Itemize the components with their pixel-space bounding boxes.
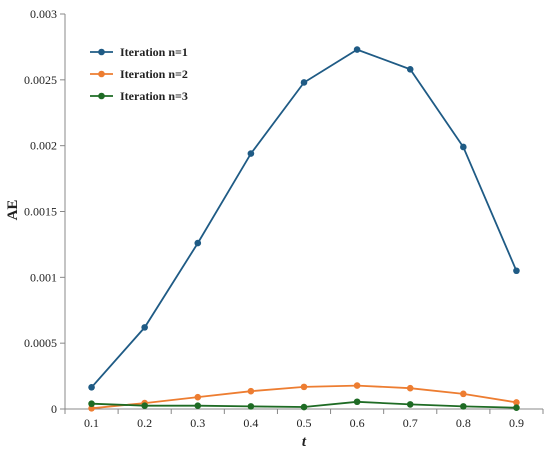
x-tick-label: 0.6 (350, 416, 365, 430)
axes: 0 0.0005 0.001 0.0015 0.002 0.0025 0.003 0.1 0.2… (24, 7, 544, 430)
y-tick-label: 0.0025 (24, 73, 57, 87)
y-axis-label: AE (5, 200, 21, 221)
x-tick-label: 0.7 (403, 416, 418, 430)
legend-label: Iteration n=3 (120, 89, 188, 103)
series-3 (88, 398, 520, 411)
data-point (141, 324, 148, 331)
legend-marker (98, 48, 105, 56)
x-tick-label: 0.9 (509, 416, 524, 430)
x-tick-label: 0.2 (137, 416, 152, 430)
x-axis-label: t (302, 434, 307, 450)
legend-entry-3: Iteration n=3 (90, 89, 188, 103)
data-point (194, 393, 202, 401)
x-tick-label: 0.8 (456, 416, 471, 430)
data-point (88, 383, 95, 391)
data-point (300, 79, 308, 86)
data-point (460, 403, 467, 410)
x-tick-label: 0.5 (297, 416, 312, 430)
data-point (460, 143, 467, 151)
data-point (88, 405, 95, 412)
data-point (300, 383, 308, 391)
data-point (353, 46, 361, 53)
y-tick-label: 0.0005 (24, 336, 57, 350)
series-1 (88, 46, 520, 391)
data-point (141, 402, 148, 410)
y-tick-label: 0.0015 (24, 205, 57, 219)
data-point (513, 404, 520, 411)
data-point (88, 400, 95, 408)
legend-entry-1: Iteration n=1 (90, 45, 188, 59)
x-tick-label: 0.1 (84, 416, 99, 430)
data-point (194, 402, 202, 410)
data-point (247, 150, 255, 157)
data-point (513, 399, 520, 406)
legend-label: Iteration n=2 (120, 67, 188, 81)
y-tick-label: 0.002 (30, 139, 57, 153)
legend: Iteration n=1 Iteration n=2 Iteration n=3 (90, 45, 188, 103)
legend-label: Iteration n=1 (120, 45, 188, 59)
legend-entry-2: Iteration n=2 (90, 67, 188, 81)
data-point (194, 239, 202, 247)
legend-marker (98, 70, 105, 78)
data-point (460, 390, 467, 398)
data-point (353, 398, 361, 406)
y-tick-label: 0.001 (30, 270, 57, 284)
data-point (247, 403, 255, 410)
data-point (406, 66, 414, 73)
data-point (300, 403, 308, 411)
data-point (247, 387, 255, 395)
series-layer (88, 46, 520, 412)
data-point (353, 382, 361, 389)
data-point (406, 401, 414, 408)
y-tick-label: 0.003 (30, 7, 57, 21)
legend-marker (98, 92, 105, 100)
y-tick-label: 0 (51, 402, 57, 416)
x-tick-label: 0.4 (243, 416, 258, 430)
data-point (406, 384, 414, 392)
x-tick-label: 0.3 (190, 416, 205, 430)
data-point (513, 267, 520, 275)
